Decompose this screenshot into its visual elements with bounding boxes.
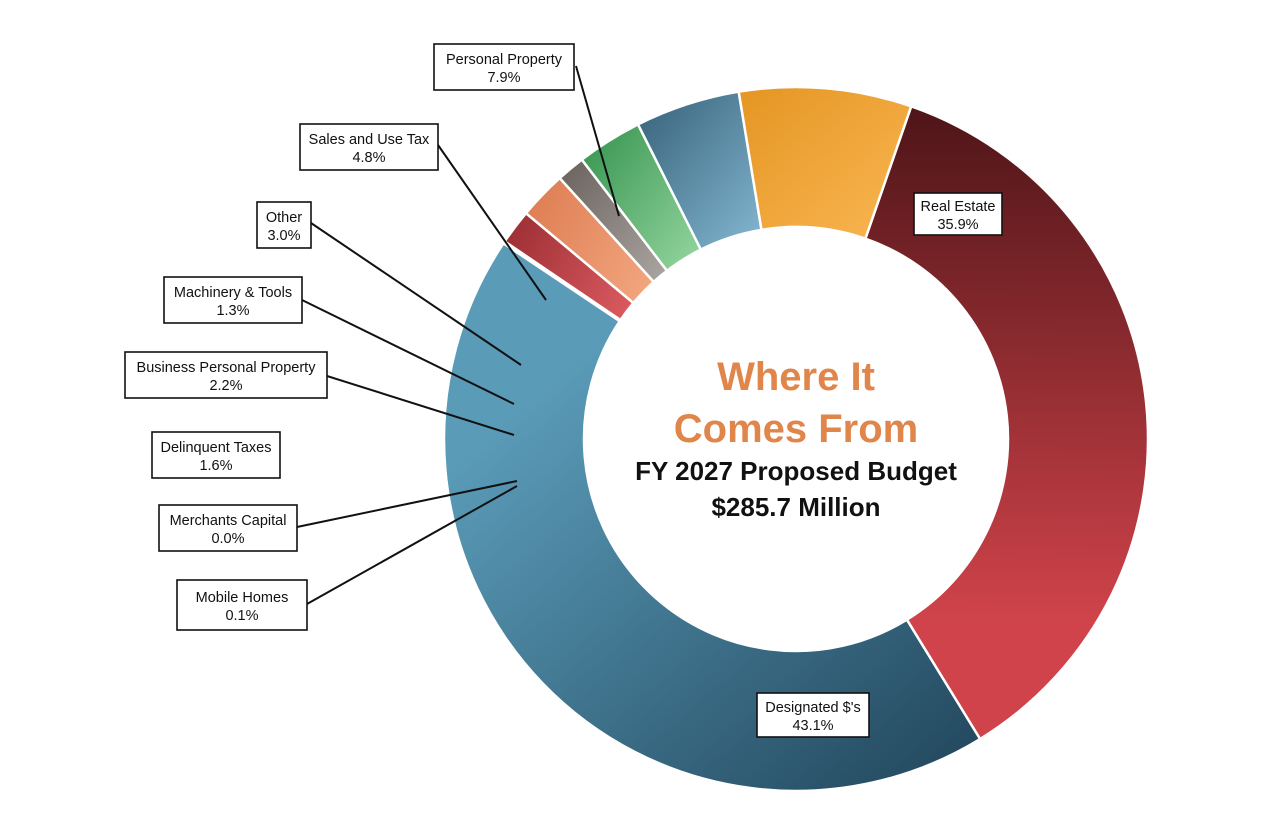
callout-box — [151, 431, 281, 479]
donut-hole — [584, 227, 1008, 651]
callout-leaders — [296, 65, 620, 605]
callout-name: Business Personal Property — [137, 360, 317, 376]
leader-line-machinery-tools — [301, 299, 515, 405]
callout-name: Machinery & Tools — [174, 285, 292, 301]
callout-name: Delinquent Taxes — [161, 440, 272, 456]
callout-name: Mobile Homes — [196, 590, 289, 606]
callout-value: 4.8% — [352, 150, 385, 166]
callout-labels: Real Estate 35.9% Designated $'s 43.1% Mobil… — [124, 43, 1003, 738]
callout-box — [256, 201, 312, 249]
callout-name: Personal Property — [446, 52, 563, 68]
callout-delinquent-taxes: Delinquent Taxes 1.6% — [151, 431, 281, 479]
leader-line-merchants-capital — [296, 480, 518, 528]
callout-personal-property: Personal Property 7.9% — [433, 43, 575, 91]
callout-value: 35.9% — [937, 217, 978, 233]
callout-box — [163, 276, 303, 324]
callout-other: Other 3.0% — [256, 201, 312, 249]
donut-slices — [442, 85, 1150, 793]
leader-line-mobile-homes — [306, 485, 518, 605]
center-subtitle: FY 2027 Proposed Budget — [635, 456, 957, 486]
callout-merchants-capital: Merchants Capital 0.0% — [158, 504, 298, 552]
callout-box — [913, 192, 1003, 236]
callout-designated-s: Designated $'s 43.1% — [756, 692, 870, 738]
callout-machinery-tools: Machinery & Tools 1.3% — [163, 276, 303, 324]
callout-business-personal-property: Business Personal Property 2.2% — [124, 351, 328, 399]
callout-real-estate: Real Estate 35.9% — [913, 192, 1003, 236]
center-title-line2: Comes From — [674, 407, 919, 451]
center-total: $285.7 Million — [711, 492, 880, 522]
leader-line-other — [310, 222, 522, 366]
center-title-line1: Where It — [717, 355, 875, 399]
callout-name: Real Estate — [921, 199, 996, 215]
callout-name: Sales and Use Tax — [309, 132, 430, 148]
callout-mobile-homes: Mobile Homes 0.1% — [176, 579, 308, 631]
callout-name: Designated $'s — [765, 700, 860, 716]
callout-value: 1.3% — [216, 303, 249, 319]
center-label: Where It Comes From FY 2027 Proposed Bud… — [635, 355, 957, 522]
callout-value: 2.2% — [209, 378, 242, 394]
callout-value: 43.1% — [792, 718, 833, 734]
leader-line-business-personal-property — [326, 375, 515, 436]
leader-line-personal-property — [575, 65, 620, 217]
callout-value: 1.6% — [199, 458, 232, 474]
callout-box — [176, 579, 308, 631]
callout-sales-and-use-tax: Sales and Use Tax 4.8% — [299, 123, 439, 171]
callout-box — [299, 123, 439, 171]
callout-name: Other — [266, 210, 302, 226]
callout-value: 3.0% — [267, 228, 300, 244]
callout-value: 0.0% — [211, 531, 244, 547]
leader-line-sales-and-use-tax — [437, 144, 547, 301]
callout-box — [433, 43, 575, 91]
callout-name: Merchants Capital — [170, 513, 287, 529]
callout-box — [158, 504, 298, 552]
callout-value: 0.1% — [225, 608, 258, 624]
callout-value: 7.9% — [487, 70, 520, 86]
callout-box — [124, 351, 328, 399]
callout-box — [756, 692, 870, 738]
